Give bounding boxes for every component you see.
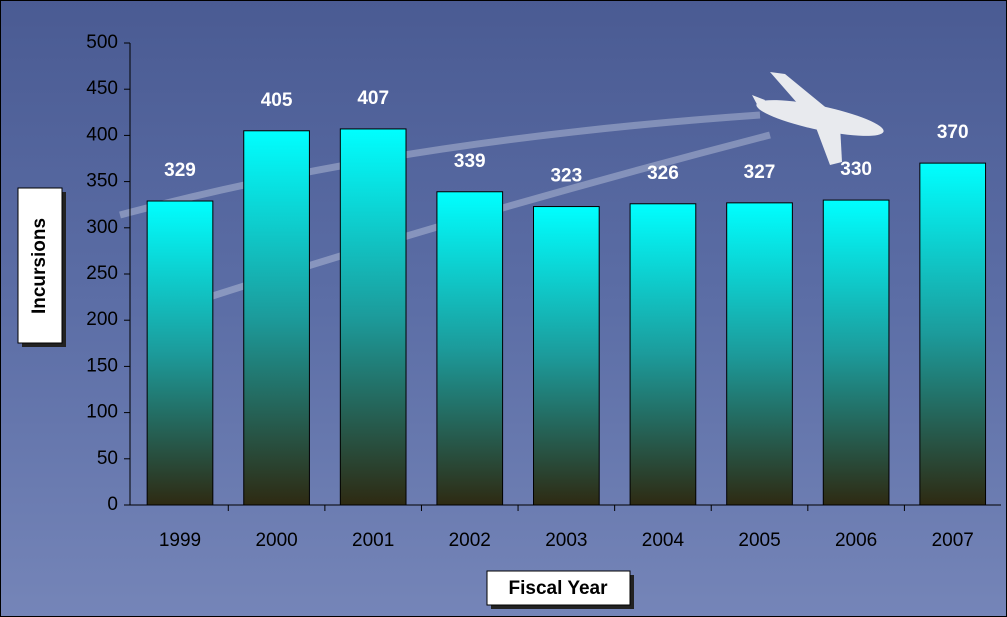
bar <box>436 191 504 506</box>
value-label: 326 <box>647 163 679 184</box>
x-tick-label: 2000 <box>255 530 297 551</box>
x-tick-label: 2004 <box>642 530 685 551</box>
bar <box>629 203 697 506</box>
value-label: 339 <box>454 151 486 172</box>
y-tick-label: 450 <box>86 78 118 99</box>
x-axis-title-box: Fiscal Year <box>486 570 634 609</box>
bar <box>919 162 987 506</box>
y-tick-label: 150 <box>86 355 118 376</box>
x-tick-label: 2002 <box>449 530 491 551</box>
bar <box>822 199 890 506</box>
y-axis-title: Incursions <box>29 218 50 314</box>
y-tick-label: 400 <box>86 124 118 145</box>
x-tick-label: 2006 <box>835 530 877 551</box>
y-tick-label: 250 <box>86 263 118 284</box>
value-label: 327 <box>744 162 776 183</box>
y-axis-title-box: Incursions <box>17 187 66 347</box>
value-label: 407 <box>357 88 389 109</box>
bar <box>243 130 310 506</box>
y-tick-label: 350 <box>86 171 118 192</box>
y-tick-label: 0 <box>107 494 118 515</box>
y-tick-label: 200 <box>86 309 118 330</box>
x-axis-title: Fiscal Year <box>509 578 609 599</box>
value-label: 329 <box>164 160 196 181</box>
y-tick-label: 300 <box>86 217 118 238</box>
bar <box>339 128 407 506</box>
x-tick-label: 1999 <box>159 530 201 551</box>
y-tick-label: 500 <box>86 32 118 53</box>
x-tick-label: 2005 <box>738 530 780 551</box>
y-tick-label: 50 <box>97 448 118 469</box>
x-tick-label: 2007 <box>932 530 974 551</box>
value-label: 323 <box>550 166 582 187</box>
airplane <box>752 72 884 165</box>
bar <box>726 202 793 506</box>
x-tick-label: 2003 <box>545 530 587 551</box>
bar <box>146 200 214 506</box>
value-label: 330 <box>840 159 872 180</box>
bar <box>533 206 600 506</box>
value-label: 405 <box>261 90 293 111</box>
y-tick-label: 100 <box>86 402 118 423</box>
value-label: 370 <box>937 122 969 143</box>
x-tick-label: 2001 <box>352 530 394 551</box>
